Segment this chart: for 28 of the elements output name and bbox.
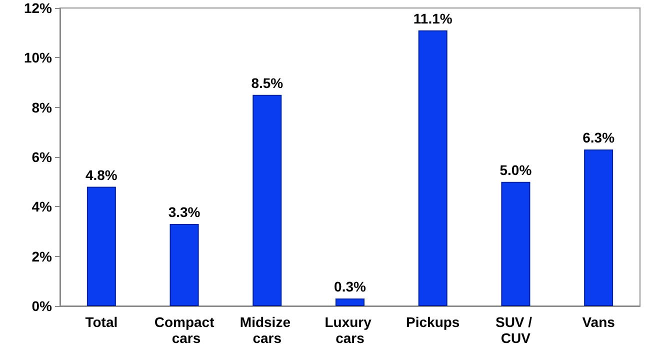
data-label: 11.1%	[413, 10, 453, 26]
y-tick-label: 12%	[24, 0, 53, 16]
y-tick-label: 4%	[32, 198, 53, 215]
bar	[252, 94, 282, 306]
data-label: 4.8%	[85, 166, 118, 183]
y-tick-label: 10%	[24, 50, 53, 66]
data-label: 5.0%	[500, 162, 532, 178]
bar	[501, 182, 530, 306]
data-label: 6.3%	[582, 130, 616, 146]
x-tick-label: Luxury cars	[324, 314, 376, 346]
y-tick-label: 0%	[32, 298, 53, 314]
x-tick-label: Vans	[582, 314, 616, 330]
x-tick-label: Compact cars	[154, 314, 215, 346]
x-tick-label: Pickups	[406, 314, 460, 330]
bar	[336, 298, 364, 306]
data-label: 3.3%	[168, 204, 201, 220]
data-label: 8.5%	[251, 74, 284, 91]
data-label: 0.3%	[334, 278, 366, 295]
y-tick-label: 8%	[32, 99, 53, 116]
y-tick-label: 6%	[32, 149, 53, 165]
y-tick-label: 2%	[32, 248, 53, 264]
bar	[86, 186, 116, 306]
x-tick-label: Total	[85, 314, 118, 330]
bar	[584, 150, 614, 306]
x-tick-label: Midsize cars	[240, 314, 294, 346]
bar	[170, 224, 199, 306]
bar	[418, 30, 448, 306]
x-tick-label: SUV / CUV	[495, 314, 536, 346]
